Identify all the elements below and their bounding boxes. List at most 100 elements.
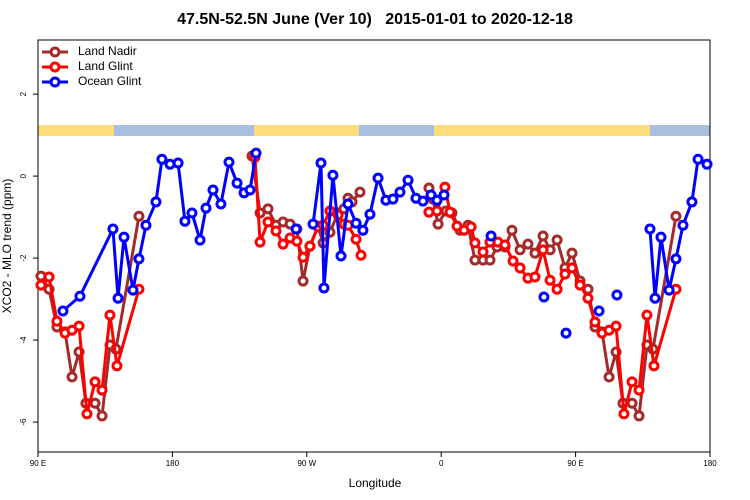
data-point xyxy=(223,156,235,168)
data-point xyxy=(172,157,184,169)
data-point xyxy=(507,255,519,267)
land-strip xyxy=(38,125,114,136)
x-tick-label: 90 E xyxy=(567,459,583,468)
data-point xyxy=(551,283,563,295)
data-point xyxy=(111,360,123,372)
data-point xyxy=(432,218,444,230)
data-point xyxy=(649,292,661,304)
data-point xyxy=(250,147,262,159)
y-tick-label: 2 xyxy=(19,91,28,96)
data-point xyxy=(626,376,638,388)
data-point xyxy=(57,305,69,317)
data-point xyxy=(499,239,511,251)
data-point xyxy=(297,275,309,287)
data-point xyxy=(560,327,572,339)
data-point xyxy=(537,244,549,256)
data-point xyxy=(582,292,594,304)
x-tick-label: 0 xyxy=(439,459,444,468)
legend-label: Land Glint xyxy=(78,59,133,73)
data-point xyxy=(633,384,645,396)
data-point xyxy=(140,219,152,231)
data-point xyxy=(387,193,399,205)
data-point xyxy=(277,238,289,250)
data-point xyxy=(262,203,274,215)
data-point xyxy=(611,289,623,301)
data-point xyxy=(104,309,116,321)
data-point xyxy=(514,244,526,256)
data-point xyxy=(307,218,319,230)
data-point xyxy=(603,371,615,383)
data-point xyxy=(574,279,586,291)
data-point xyxy=(431,194,443,206)
series-line xyxy=(39,273,141,415)
y-axis-label: XCO2 - MLO trend (ppm) xyxy=(0,179,14,314)
data-point xyxy=(417,195,429,207)
data-point xyxy=(73,320,85,332)
data-point xyxy=(89,376,101,388)
data-point xyxy=(150,196,162,208)
land-strip xyxy=(434,125,650,136)
data-point xyxy=(566,262,578,274)
legend-label: Ocean Glint xyxy=(78,74,142,88)
x-tick-label: 180 xyxy=(166,459,180,468)
data-point xyxy=(529,271,541,283)
data-point xyxy=(506,224,518,236)
data-point xyxy=(485,230,497,242)
data-point xyxy=(633,410,645,422)
data-point xyxy=(538,291,550,303)
data-point xyxy=(66,371,78,383)
data-point xyxy=(402,174,414,186)
land-strip xyxy=(254,125,359,136)
data-point xyxy=(355,249,367,261)
data-point xyxy=(655,231,667,243)
data-point xyxy=(593,305,605,317)
data-point xyxy=(207,184,219,196)
data-point xyxy=(335,250,347,262)
data-point xyxy=(51,315,63,327)
data-point xyxy=(112,292,124,304)
data-point xyxy=(394,186,406,198)
data-point xyxy=(350,233,362,245)
data-point xyxy=(200,202,212,214)
legend-marker xyxy=(49,61,61,73)
data-point xyxy=(254,236,266,248)
data-point xyxy=(290,223,302,235)
plot-frame xyxy=(37,39,711,453)
data-point xyxy=(444,206,456,218)
data-point xyxy=(96,384,108,396)
data-point xyxy=(364,208,376,220)
data-point xyxy=(544,274,556,286)
data-point xyxy=(127,284,139,296)
data-point xyxy=(484,254,496,266)
data-point xyxy=(89,397,101,409)
data-point xyxy=(670,253,682,265)
data-point xyxy=(74,290,86,302)
data-point xyxy=(81,408,93,420)
x-axis-label: Longitude xyxy=(349,476,402,490)
data-point xyxy=(262,216,274,228)
data-point xyxy=(118,231,130,243)
data-point xyxy=(215,198,227,210)
legend-label: Land Nadir xyxy=(78,44,137,58)
data-point xyxy=(350,217,362,229)
data-point xyxy=(618,408,630,420)
data-point xyxy=(156,153,168,165)
y-tick-label: -2 xyxy=(19,254,28,262)
data-point xyxy=(644,223,656,235)
y-tick-label: -6 xyxy=(19,418,28,426)
data-point xyxy=(318,282,330,294)
data-point xyxy=(551,234,563,246)
data-point xyxy=(194,234,206,246)
x-tick-label: 90 W xyxy=(297,459,316,468)
data-point xyxy=(244,184,256,196)
data-point xyxy=(663,284,675,296)
ocean-strip xyxy=(38,125,710,136)
data-point xyxy=(438,189,450,201)
data-point xyxy=(270,225,282,237)
data-point xyxy=(231,177,243,189)
data-point xyxy=(327,169,339,181)
data-point xyxy=(465,221,477,233)
y-tick-label: -4 xyxy=(19,336,28,344)
